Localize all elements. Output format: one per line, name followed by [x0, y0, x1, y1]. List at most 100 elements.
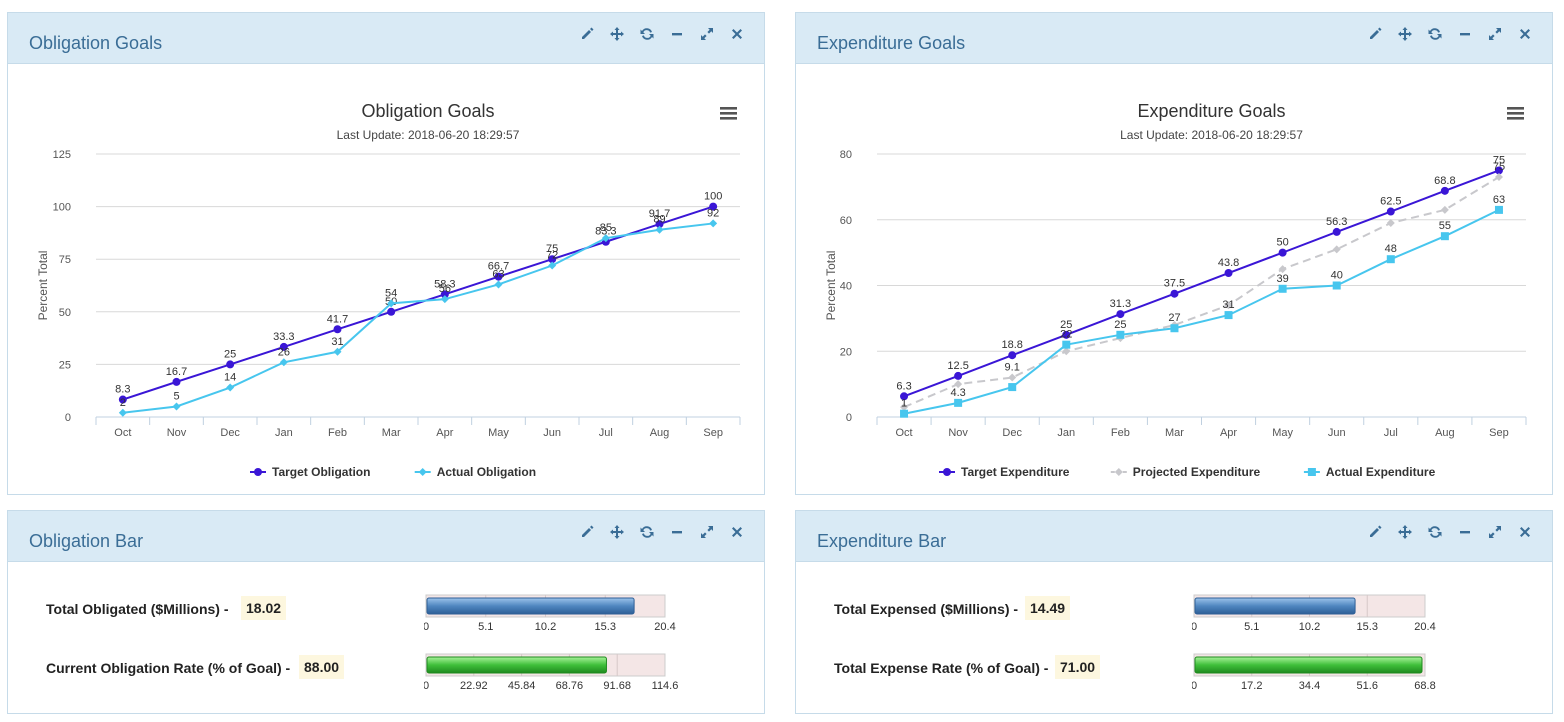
- minimize-button[interactable]: [1450, 24, 1480, 44]
- data-point[interactable]: [1440, 205, 1449, 214]
- data-point[interactable]: [1170, 289, 1179, 298]
- data-point[interactable]: [1224, 269, 1233, 278]
- data-point[interactable]: [900, 392, 909, 401]
- data-point[interactable]: [118, 408, 127, 417]
- data-point[interactable]: [1008, 383, 1017, 392]
- move-button[interactable]: [1390, 522, 1420, 542]
- minimize-button[interactable]: [662, 24, 692, 44]
- data-point[interactable]: [1062, 330, 1071, 339]
- data-point[interactable]: [1494, 166, 1503, 175]
- data-point[interactable]: [1062, 340, 1071, 349]
- data-point[interactable]: [1332, 281, 1341, 290]
- fullscreen-button[interactable]: [1480, 24, 1510, 44]
- data-point[interactable]: [1332, 245, 1341, 254]
- data-point[interactable]: [1332, 227, 1341, 236]
- data-point[interactable]: [494, 272, 503, 281]
- data-point[interactable]: [226, 383, 235, 392]
- data-point[interactable]: [279, 358, 288, 367]
- series-line[interactable]: [903, 169, 1500, 398]
- minimize-button[interactable]: [1450, 522, 1480, 542]
- data-point[interactable]: [1494, 205, 1503, 214]
- data-point[interactable]: [494, 280, 503, 289]
- series-line[interactable]: [903, 208, 1500, 415]
- data-label: 75: [546, 243, 558, 255]
- data-point[interactable]: [709, 219, 718, 228]
- legend-marker[interactable]: [1307, 468, 1316, 476]
- legend-marker[interactable]: [943, 468, 951, 476]
- fullscreen-button[interactable]: [692, 24, 722, 44]
- legend-marker[interactable]: [254, 468, 262, 476]
- data-point[interactable]: [172, 377, 181, 386]
- fullscreen-button[interactable]: [1480, 522, 1510, 542]
- data-point[interactable]: [1008, 351, 1017, 360]
- data-point[interactable]: [387, 299, 396, 308]
- data-point[interactable]: [1278, 284, 1287, 293]
- close-button[interactable]: [1510, 24, 1540, 44]
- series-line[interactable]: [122, 205, 714, 401]
- data-point[interactable]: [1224, 311, 1233, 320]
- legend-item[interactable]: Target Obligation: [250, 465, 370, 479]
- chart-menu-icon[interactable]: [720, 107, 737, 120]
- data-point[interactable]: [601, 234, 610, 243]
- data-point[interactable]: [900, 409, 909, 418]
- refresh-button[interactable]: [632, 24, 662, 44]
- data-point[interactable]: [440, 290, 449, 299]
- data-point[interactable]: [1278, 265, 1287, 274]
- data-point[interactable]: [709, 202, 718, 211]
- data-point[interactable]: [1008, 373, 1017, 382]
- data-point[interactable]: [1440, 186, 1449, 195]
- data-point[interactable]: [548, 255, 557, 264]
- legend-item[interactable]: Actual Obligation: [414, 465, 536, 479]
- data-point[interactable]: [1440, 232, 1449, 241]
- data-point[interactable]: [1386, 255, 1395, 264]
- data-point[interactable]: [1116, 310, 1125, 319]
- data-point[interactable]: [1062, 347, 1071, 356]
- move-button[interactable]: [602, 24, 632, 44]
- data-point[interactable]: [954, 371, 963, 380]
- data-point[interactable]: [333, 347, 342, 356]
- refresh-button[interactable]: [1420, 24, 1450, 44]
- series-line[interactable]: [122, 222, 714, 414]
- data-point[interactable]: [333, 325, 342, 334]
- data-point[interactable]: [172, 402, 181, 411]
- edit-button[interactable]: [572, 522, 602, 542]
- data-point[interactable]: [387, 307, 396, 316]
- data-point[interactable]: [279, 342, 288, 351]
- data-point[interactable]: [655, 220, 664, 229]
- series-line[interactable]: [903, 176, 1500, 409]
- close-button[interactable]: [1510, 522, 1540, 542]
- data-point[interactable]: [954, 398, 963, 407]
- legend-item[interactable]: Actual Expenditure: [1303, 465, 1436, 479]
- move-button[interactable]: [602, 522, 632, 542]
- minimize-button[interactable]: [662, 522, 692, 542]
- legend-marker[interactable]: [418, 468, 427, 476]
- data-point[interactable]: [1116, 330, 1125, 339]
- data-point[interactable]: [954, 380, 963, 389]
- data-point[interactable]: [118, 395, 127, 404]
- data-point[interactable]: [1494, 173, 1503, 182]
- close-button[interactable]: [722, 522, 752, 542]
- legend-marker[interactable]: [1114, 468, 1123, 476]
- data-point[interactable]: [226, 360, 235, 369]
- data-point[interactable]: [548, 261, 557, 270]
- data-point[interactable]: [440, 295, 449, 304]
- data-point[interactable]: [1386, 219, 1395, 228]
- data-label: 4.3: [950, 387, 965, 399]
- move-button[interactable]: [1390, 24, 1420, 44]
- legend-item[interactable]: Target Expenditure: [939, 465, 1070, 479]
- edit-button[interactable]: [1360, 24, 1390, 44]
- refresh-button[interactable]: [632, 522, 662, 542]
- data-point[interactable]: [900, 403, 909, 412]
- legend-item[interactable]: Projected Expenditure: [1110, 465, 1261, 479]
- refresh-button[interactable]: [1420, 522, 1450, 542]
- edit-button[interactable]: [572, 24, 602, 44]
- chart-menu-icon[interactable]: [1507, 107, 1524, 120]
- edit-button[interactable]: [1360, 522, 1390, 542]
- data-point[interactable]: [1278, 248, 1287, 257]
- close-button[interactable]: [722, 24, 752, 44]
- data-point[interactable]: [1170, 324, 1179, 333]
- data-point[interactable]: [1386, 207, 1395, 216]
- fullscreen-button[interactable]: [692, 522, 722, 542]
- data-point[interactable]: [655, 225, 664, 234]
- data-point[interactable]: [1224, 301, 1233, 310]
